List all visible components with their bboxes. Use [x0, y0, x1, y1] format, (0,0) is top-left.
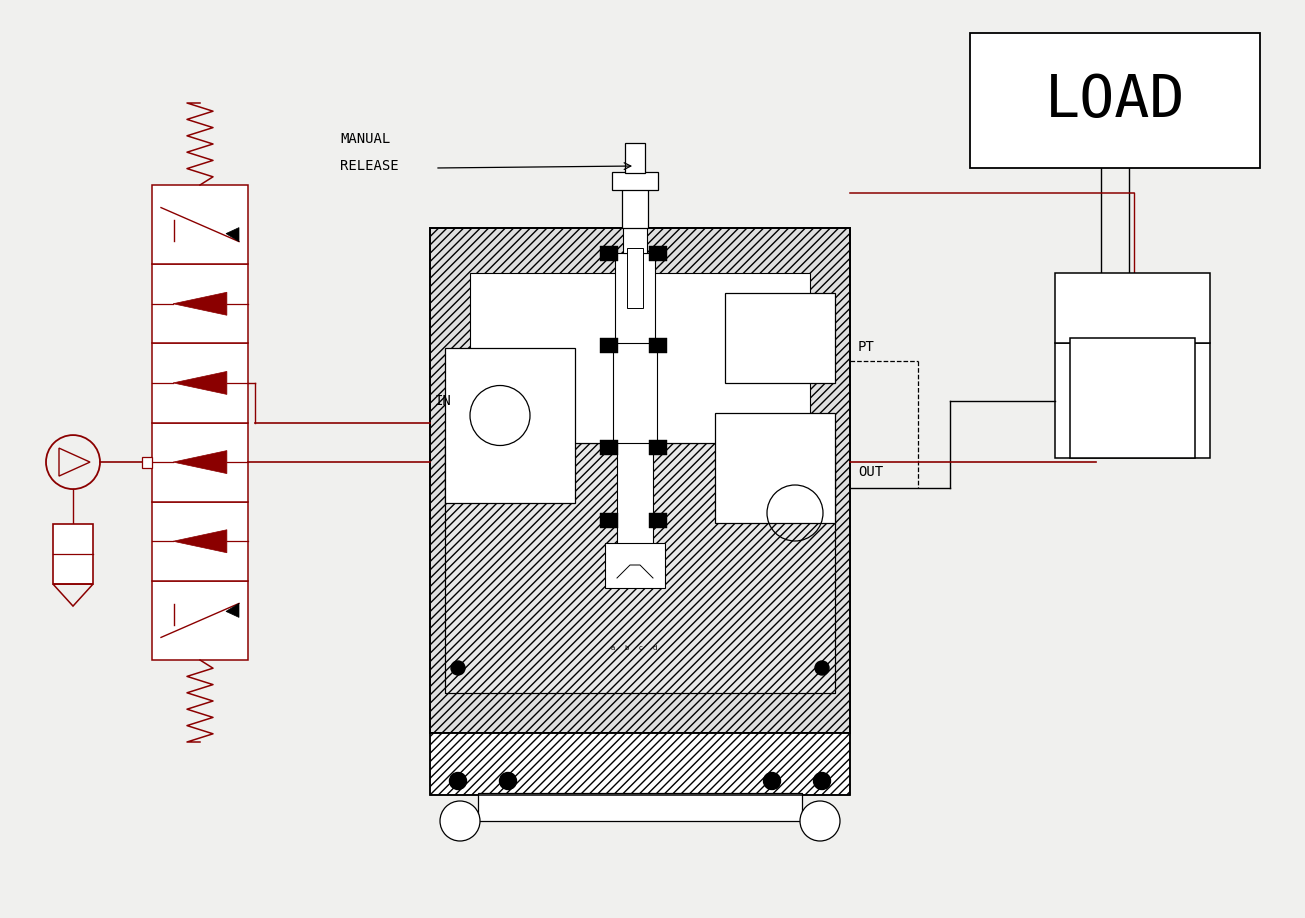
Bar [625, 143, 645, 173]
Bar [649, 513, 667, 528]
Text: d: d [652, 645, 658, 651]
Text: c: c [639, 645, 643, 651]
Bar [54, 524, 93, 584]
Bar [1070, 338, 1195, 458]
Bar [649, 440, 667, 455]
Text: b: b [625, 645, 629, 651]
Text: PT: PT [857, 340, 874, 354]
Bar [600, 513, 619, 528]
Text: a: a [611, 645, 615, 651]
Bar [431, 228, 850, 733]
Bar [431, 733, 850, 795]
Bar [649, 338, 667, 353]
Bar [445, 443, 835, 693]
Bar [478, 793, 803, 821]
Text: OUT: OUT [857, 465, 883, 479]
Bar [615, 253, 655, 348]
Bar [613, 343, 656, 448]
Circle shape [440, 801, 480, 841]
Bar [151, 501, 248, 581]
Polygon shape [174, 451, 227, 474]
Bar [726, 293, 835, 383]
Circle shape [816, 661, 829, 675]
Bar [445, 348, 576, 503]
Text: MANUAL: MANUAL [341, 132, 390, 146]
Bar [151, 422, 248, 501]
Text: LOAD: LOAD [1045, 72, 1185, 129]
Bar [600, 440, 619, 455]
Bar [151, 581, 248, 660]
Bar [612, 172, 658, 190]
Circle shape [763, 773, 780, 789]
Polygon shape [174, 530, 227, 553]
Bar [151, 185, 248, 264]
Bar [600, 246, 619, 261]
Bar [606, 543, 666, 588]
Text: RELEASE: RELEASE [341, 159, 398, 173]
Bar [600, 338, 619, 353]
Bar [622, 198, 647, 253]
Bar [151, 264, 248, 343]
Bar [626, 248, 643, 308]
Bar [970, 33, 1261, 168]
Bar [622, 186, 649, 228]
Polygon shape [174, 372, 227, 395]
Bar [431, 733, 850, 795]
Circle shape [452, 661, 465, 675]
Circle shape [800, 801, 840, 841]
Bar [142, 456, 151, 467]
Bar [431, 228, 850, 733]
Bar [715, 413, 835, 523]
Circle shape [813, 773, 830, 789]
Text: IN: IN [435, 394, 452, 408]
Bar [617, 443, 652, 548]
Bar [649, 246, 667, 261]
Bar [445, 443, 835, 693]
Bar [1054, 343, 1210, 458]
Polygon shape [226, 603, 239, 618]
Polygon shape [226, 228, 239, 241]
Bar [470, 273, 810, 443]
Polygon shape [174, 292, 227, 315]
Circle shape [500, 773, 517, 789]
Bar [151, 343, 248, 422]
Bar [1054, 273, 1210, 343]
Circle shape [449, 773, 466, 789]
